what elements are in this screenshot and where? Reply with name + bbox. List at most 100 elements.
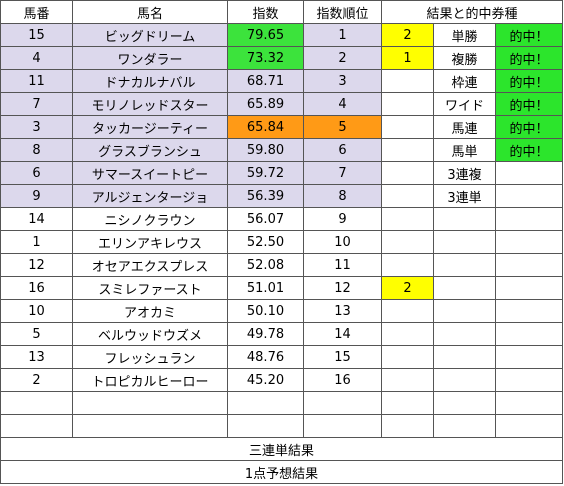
table-row: 2 トロピカルヒーロー 45.20 16 bbox=[0, 368, 563, 392]
result-position-cell bbox=[381, 92, 434, 116]
hit-cell bbox=[495, 230, 563, 254]
result-position-cell: 2 bbox=[381, 276, 434, 300]
horse-number-cell: 7 bbox=[0, 92, 73, 116]
result-position-cell bbox=[381, 414, 434, 438]
bet-type-cell: 複勝 bbox=[433, 46, 496, 70]
index-rank-cell: 14 bbox=[303, 322, 382, 346]
footer-row-prediction: 1点予想結果 bbox=[0, 460, 563, 484]
index-rank-cell: 4 bbox=[303, 92, 382, 116]
header-index-rank: 指数順位 bbox=[303, 0, 382, 24]
index-rank-cell: 13 bbox=[303, 299, 382, 323]
index-rank-cell: 3 bbox=[303, 69, 382, 93]
hit-cell bbox=[495, 184, 563, 208]
bet-type-cell bbox=[433, 368, 496, 392]
result-position-cell bbox=[381, 138, 434, 162]
bet-type-cell: 枠連 bbox=[433, 69, 496, 93]
horse-name-cell: アルジェンタージョ bbox=[72, 184, 228, 208]
result-position-cell: 2 bbox=[381, 23, 434, 47]
horse-name-cell: トロピカルヒーロー bbox=[72, 368, 228, 392]
table-row: 7 モリノレッドスター 65.89 4 ワイド 的中！ bbox=[0, 92, 563, 116]
index-cell: 52.50 bbox=[227, 230, 304, 254]
bet-type-cell: ワイド bbox=[433, 92, 496, 116]
header-horse-number: 馬番 bbox=[0, 0, 73, 24]
index-cell: 49.78 bbox=[227, 322, 304, 346]
table-row: 16 スミレファースト 51.01 12 2 bbox=[0, 276, 563, 300]
horse-name-cell: サマースイートピー bbox=[72, 161, 228, 185]
index-rank-cell: 6 bbox=[303, 138, 382, 162]
table-row bbox=[0, 414, 563, 438]
header-horse-name: 馬名 bbox=[72, 0, 228, 24]
horse-number-cell: 10 bbox=[0, 299, 73, 323]
horse-number-cell: 1 bbox=[0, 230, 73, 254]
header-results: 結果と的中券種 bbox=[381, 0, 563, 24]
result-position-cell bbox=[381, 69, 434, 93]
result-position-cell bbox=[381, 253, 434, 277]
result-position-cell bbox=[381, 115, 434, 139]
horse-number-cell bbox=[0, 414, 73, 438]
index-cell: 73.32 bbox=[227, 46, 304, 70]
hit-cell: 的中！ bbox=[495, 23, 563, 47]
horse-name-cell: スミレファースト bbox=[72, 276, 228, 300]
bet-type-cell bbox=[433, 253, 496, 277]
horse-name-cell: アオカミ bbox=[72, 299, 228, 323]
index-rank-cell: 12 bbox=[303, 276, 382, 300]
table-row: 15 ビッグドリーム 79.65 1 2 単勝 的中！ bbox=[0, 23, 563, 47]
bet-type-cell: 馬連 bbox=[433, 115, 496, 139]
horse-name-cell: ニシノクラウン bbox=[72, 207, 228, 231]
horse-name-cell bbox=[72, 391, 228, 415]
index-cell: 48.76 bbox=[227, 345, 304, 369]
index-cell: 65.89 bbox=[227, 92, 304, 116]
bet-type-cell: 馬単 bbox=[433, 138, 496, 162]
bet-type-cell bbox=[433, 414, 496, 438]
index-cell: 65.84 bbox=[227, 115, 304, 139]
horse-name-cell: グラスブランシュ bbox=[72, 138, 228, 162]
result-position-cell bbox=[381, 391, 434, 415]
horse-name-cell: ベルウッドウズメ bbox=[72, 322, 228, 346]
index-rank-cell: 1 bbox=[303, 23, 382, 47]
horse-name-cell: タッカージーティー bbox=[72, 115, 228, 139]
index-cell: 56.39 bbox=[227, 184, 304, 208]
table-row: 4 ワンダラー 73.32 2 1 複勝 的中！ bbox=[0, 46, 563, 70]
trifecta-result-label: 三連単結果 bbox=[0, 437, 563, 461]
bet-type-cell bbox=[433, 230, 496, 254]
table-row: 13 フレッシュラン 48.76 15 bbox=[0, 345, 563, 369]
result-position-cell bbox=[381, 207, 434, 231]
hit-cell bbox=[495, 299, 563, 323]
table-row: 1 エリンアキレウス 52.50 10 bbox=[0, 230, 563, 254]
hit-cell bbox=[495, 161, 563, 185]
index-rank-cell: 9 bbox=[303, 207, 382, 231]
bet-type-cell bbox=[433, 322, 496, 346]
bet-type-cell bbox=[433, 345, 496, 369]
table-body: 15 ビッグドリーム 79.65 1 2 単勝 的中！ 4 ワンダラー 73.32 2 1 複勝 的中！ 1… bbox=[0, 23, 563, 438]
horse-number-cell: 13 bbox=[0, 345, 73, 369]
index-rank-cell bbox=[303, 414, 382, 438]
horse-name-cell: ドナカルナバル bbox=[72, 69, 228, 93]
horse-name-cell: エリンアキレウス bbox=[72, 230, 228, 254]
index-cell: 50.10 bbox=[227, 299, 304, 323]
index-cell: 56.07 bbox=[227, 207, 304, 231]
table-row: 3 タッカージーティー 65.84 5 馬連 的中！ bbox=[0, 115, 563, 139]
table-row: 8 グラスブランシュ 59.80 6 馬単 的中！ bbox=[0, 138, 563, 162]
index-cell: 59.80 bbox=[227, 138, 304, 162]
horse-number-cell: 6 bbox=[0, 161, 73, 185]
bet-type-cell bbox=[433, 299, 496, 323]
bet-type-cell: 3連単 bbox=[433, 184, 496, 208]
index-cell bbox=[227, 414, 304, 438]
hit-cell bbox=[495, 414, 563, 438]
horse-number-cell: 11 bbox=[0, 69, 73, 93]
result-position-cell bbox=[381, 230, 434, 254]
bet-type-cell bbox=[433, 207, 496, 231]
horse-name-cell: フレッシュラン bbox=[72, 345, 228, 369]
header-row: 馬番 馬名 指数 指数順位 結果と的中券種 bbox=[0, 0, 563, 24]
horse-number-cell: 4 bbox=[0, 46, 73, 70]
index-rank-cell: 10 bbox=[303, 230, 382, 254]
index-cell: 59.72 bbox=[227, 161, 304, 185]
index-cell bbox=[227, 391, 304, 415]
horse-number-cell: 16 bbox=[0, 276, 73, 300]
horse-number-cell: 2 bbox=[0, 368, 73, 392]
one-point-prediction-label: 1点予想結果 bbox=[0, 460, 563, 484]
hit-cell bbox=[495, 345, 563, 369]
horse-name-cell: ビッグドリーム bbox=[72, 23, 228, 47]
horse-number-cell: 12 bbox=[0, 253, 73, 277]
hit-cell bbox=[495, 391, 563, 415]
